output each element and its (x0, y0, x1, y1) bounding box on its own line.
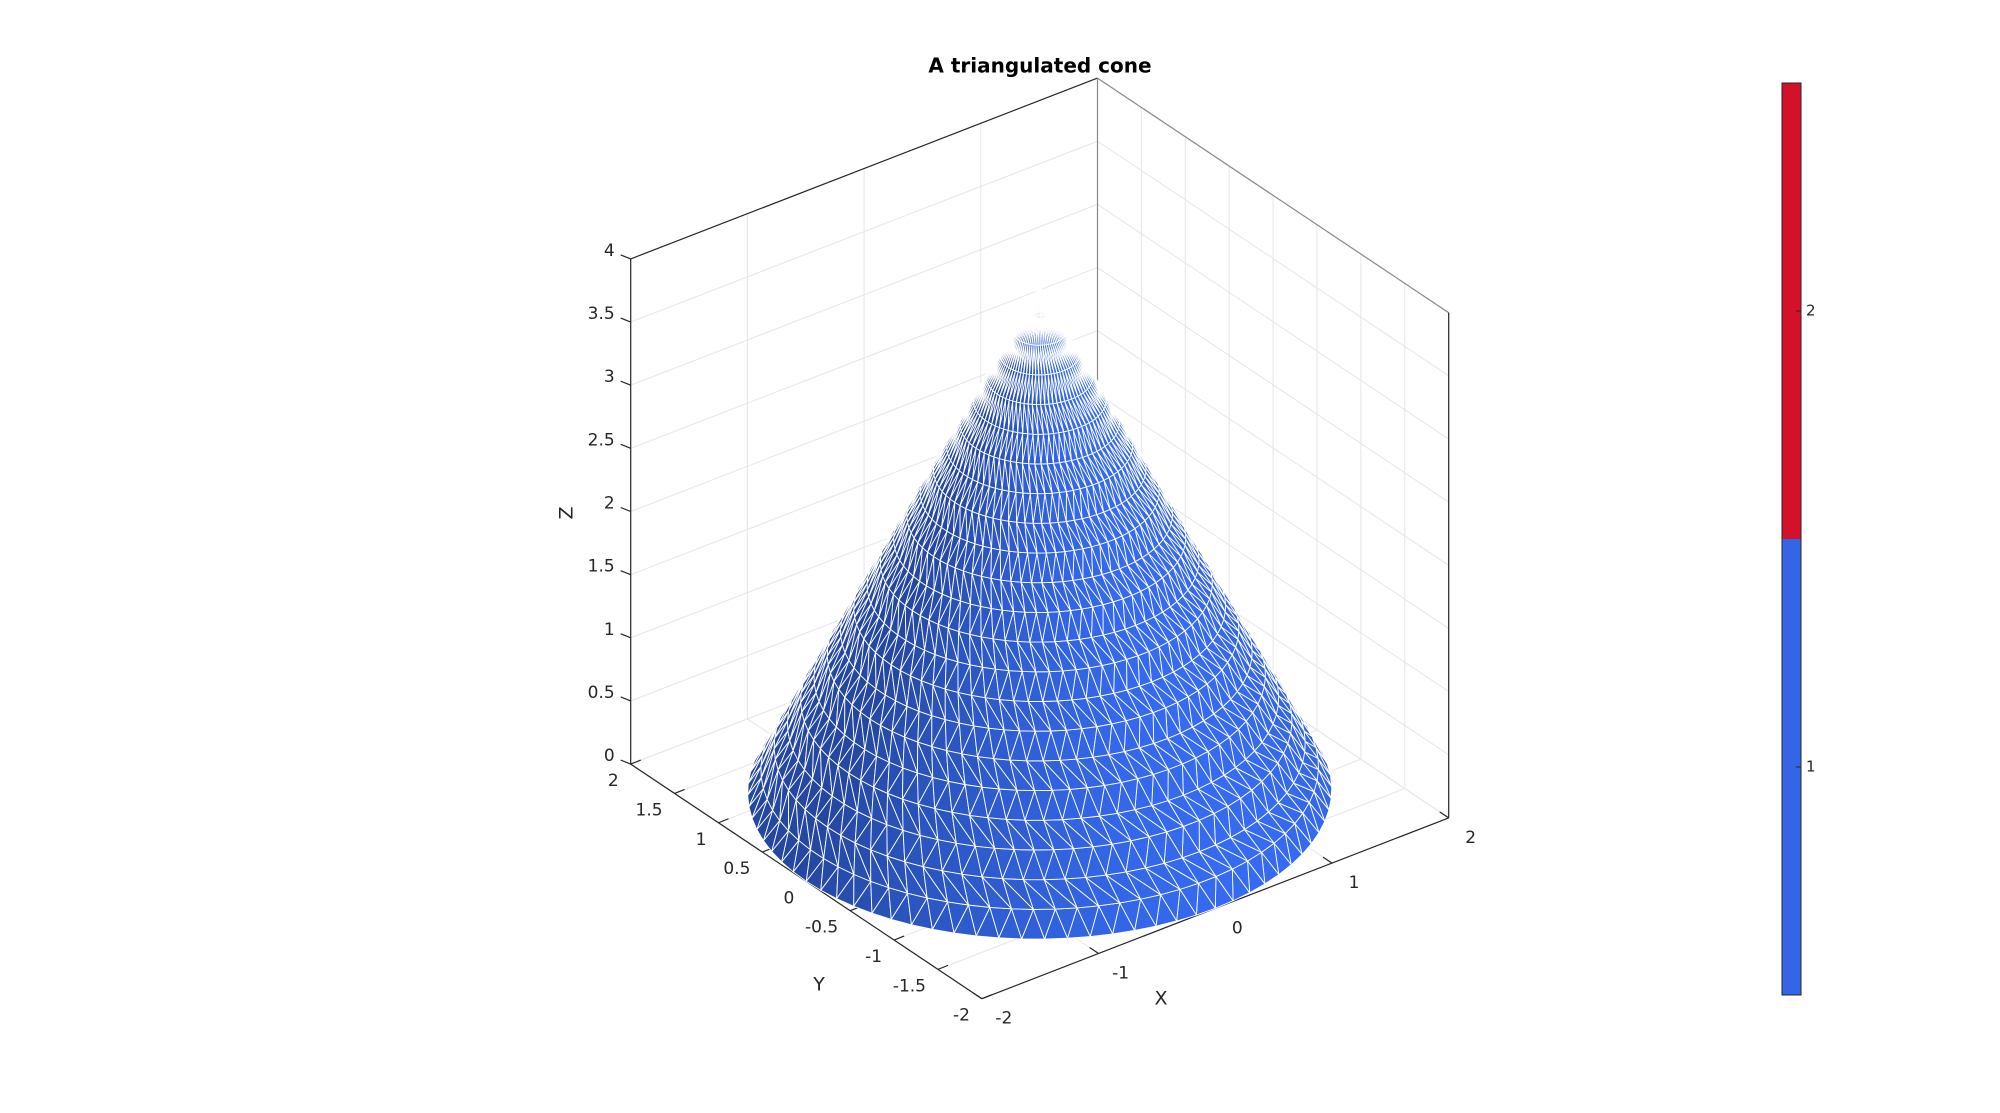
x-tick-label: 2 (1465, 828, 1476, 848)
cone-surface (747, 285, 1333, 940)
z-tick (620, 696, 631, 702)
y-tick (718, 818, 729, 824)
z-tick-label: 2 (604, 494, 615, 514)
grid-line (1097, 267, 1449, 503)
x-tick (972, 992, 983, 1000)
y-tick-label: -1.5 (893, 976, 926, 996)
y-tick (893, 935, 905, 941)
colorbar-segment (1782, 539, 1801, 995)
x-tick-label: 0 (1232, 918, 1243, 938)
z-tick (620, 317, 631, 323)
colorbar-segment (1782, 83, 1801, 539)
y-tick-label: -2 (953, 1006, 970, 1026)
grid-line (630, 203, 1098, 386)
y-axis-label: Y (812, 974, 825, 996)
axis-box-edge (630, 77, 1098, 260)
axis-box-edge (1097, 77, 1450, 314)
colorbar-tick-label: 2 (1806, 302, 1816, 320)
x-tick-label: -2 (995, 1009, 1012, 1029)
z-tick-label: 4 (604, 241, 615, 261)
z-tick-label: 1.5 (588, 557, 615, 577)
z-axis-label: Z (556, 506, 578, 519)
x-tick (1322, 856, 1333, 864)
y-tick-label: 2 (608, 771, 619, 791)
y-tick-label: 1 (696, 830, 707, 850)
y-tick-label: 0 (783, 888, 794, 908)
y-tick (674, 788, 685, 794)
y-tick-label: 1.5 (636, 800, 663, 820)
mesh-face (1038, 285, 1041, 316)
y-tick-label: -1 (865, 947, 882, 967)
z-tick-label: 3 (604, 367, 615, 387)
x-tick (1089, 947, 1099, 954)
y-tick (937, 964, 949, 970)
z-tick (620, 443, 631, 449)
y-tick-label: 0.5 (723, 859, 750, 879)
grid-line (630, 267, 1098, 449)
grid-line (630, 140, 1098, 323)
grid-line (1097, 140, 1449, 377)
z-tick-label: 1 (604, 620, 615, 640)
grid-line (1097, 203, 1449, 440)
y-tick (981, 994, 993, 1000)
z-tick-label: 0 (604, 746, 615, 766)
grid-line (1097, 393, 1449, 629)
z-tick (620, 633, 631, 639)
colorbar-tick-label: 1 (1806, 758, 1816, 776)
chart-title: A triangulated cone (928, 54, 1151, 78)
z-tick (620, 254, 631, 260)
grid-line (1097, 330, 1449, 566)
z-tick (620, 380, 631, 386)
y-tick-label: -0.5 (805, 918, 838, 938)
z-tick-label: 2.5 (588, 430, 615, 450)
colorbar-frame (1781, 82, 1802, 996)
x-axis-label: X (1154, 988, 1167, 1010)
z-tick (620, 506, 631, 513)
z-tick (620, 759, 631, 765)
z-tick-label: 0.5 (588, 683, 615, 703)
y-tick (630, 759, 641, 765)
z-tick-label: 3.5 (588, 304, 615, 324)
x-tick-label: -1 (1112, 964, 1129, 984)
x-tick-label: 1 (1349, 873, 1360, 893)
z-tick (620, 570, 631, 576)
x-tick (1439, 811, 1450, 819)
